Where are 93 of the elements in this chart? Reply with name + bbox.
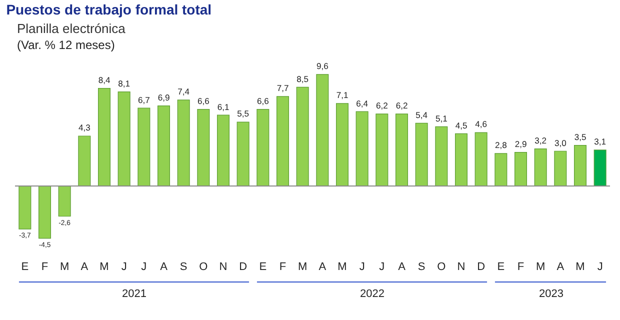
data-label: 8,5 [296, 74, 309, 84]
x-tick-label: M [298, 261, 308, 273]
data-label: 8,4 [98, 75, 110, 86]
data-label: 2,8 [494, 140, 508, 150]
bar [336, 103, 348, 186]
bar [435, 126, 448, 186]
bar [98, 88, 110, 186]
data-label: 7,7 [276, 83, 289, 94]
x-tick-label: E [497, 261, 505, 273]
bar [376, 114, 388, 186]
data-label: 3,5 [574, 132, 586, 142]
data-label: 4,6 [475, 119, 488, 130]
data-label: 7,4 [178, 86, 190, 97]
bar [594, 150, 606, 186]
bar [474, 132, 488, 186]
x-tick-label: E [259, 261, 267, 273]
bar [118, 92, 130, 186]
x-tick-label: N [457, 261, 466, 273]
x-tick-label: J [121, 261, 127, 273]
bar [78, 136, 91, 186]
x-tick-label: D [239, 261, 248, 273]
x-tick-label: M [338, 261, 347, 273]
x-tick-label: N [219, 261, 228, 273]
bar [38, 186, 51, 239]
x-tick-label: F [41, 261, 48, 273]
data-label: 5,4 [416, 110, 428, 120]
x-tick-label: A [556, 261, 565, 273]
chart-subtitle: Planilla electrónica [17, 21, 126, 36]
x-tick-label: A [398, 261, 406, 273]
data-label: 6,6 [256, 96, 270, 106]
chart-title: Puestos de trabajo formal total [6, 2, 212, 18]
data-label: 4,3 [78, 122, 91, 133]
x-tick-label: S [418, 261, 426, 273]
x-tick-label: M [576, 261, 585, 273]
text: 2022 [360, 288, 384, 300]
data-label: 6,9 [158, 92, 170, 102]
x-tick-label: M [536, 261, 546, 273]
bar [415, 122, 428, 186]
bar [197, 108, 210, 186]
data-label: 3,2 [534, 135, 547, 146]
bar [276, 96, 289, 186]
y-axis-title: (Var. % 12 meses) [17, 38, 115, 52]
bar [574, 145, 586, 186]
bar [316, 74, 329, 186]
data-label: 6,1 [217, 102, 230, 112]
bar [396, 114, 408, 186]
bar [455, 133, 468, 186]
bar [236, 122, 250, 186]
bar [494, 153, 508, 186]
bar [177, 100, 190, 186]
data-label: 5,5 [237, 108, 250, 119]
x-tick-label: J [141, 261, 147, 273]
data-label: 6,6 [197, 96, 210, 106]
text: 2023 [539, 288, 564, 300]
data-label: 2,9 [514, 138, 527, 149]
x-tick-label: M [100, 261, 109, 273]
x-tick-label: A [80, 261, 89, 273]
text: 2021 [122, 288, 146, 300]
data-label: 6,2 [376, 100, 388, 111]
bar [534, 148, 547, 186]
data-label: 4,5 [455, 120, 468, 130]
bar [256, 108, 270, 186]
x-tick-label: J [379, 261, 385, 273]
bar [18, 186, 32, 230]
bar [58, 186, 71, 217]
x-tick-label: S [180, 261, 188, 273]
data-label: 6,2 [396, 100, 408, 111]
x-tick-label: J [597, 261, 603, 273]
data-label: 5,1 [435, 113, 448, 124]
x-tick-label: A [160, 261, 168, 273]
data-label: 6,7 [138, 94, 150, 105]
data-label: 3,1 [594, 136, 606, 147]
bar [138, 108, 150, 186]
x-tick-label: D [477, 261, 486, 273]
x-tick-label: M [60, 261, 70, 273]
x-tick-label: O [199, 261, 208, 273]
bar [514, 152, 527, 186]
data-label: 8,1 [118, 78, 130, 88]
data-label: 9,6 [316, 61, 329, 72]
x-tick-label: O [437, 261, 446, 273]
x-tick-label: F [517, 261, 524, 273]
bar [296, 86, 309, 186]
bar [158, 105, 170, 186]
bar [554, 150, 567, 186]
bar [217, 114, 230, 186]
x-tick-label: A [318, 261, 327, 273]
x-tick-label: J [359, 261, 365, 273]
data-label: 7,1 [336, 90, 348, 100]
data-label: 3,0 [554, 138, 567, 148]
x-tick-label: E [21, 261, 29, 273]
bar [356, 111, 368, 186]
x-tick-label: F [279, 261, 286, 273]
data-label: 6,4 [356, 98, 368, 108]
